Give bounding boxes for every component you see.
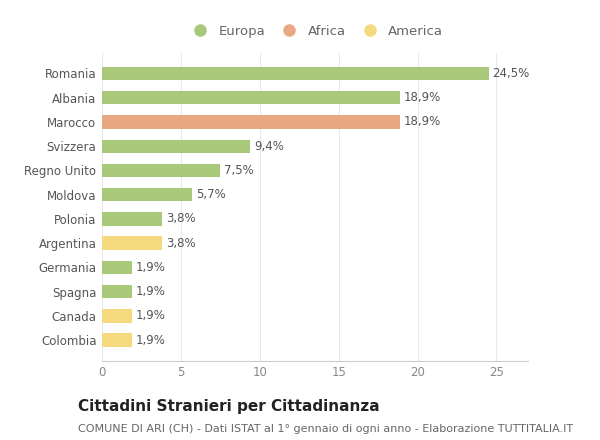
- Bar: [102, 188, 192, 202]
- Bar: [102, 285, 132, 298]
- Text: 1,9%: 1,9%: [136, 334, 166, 347]
- Bar: [102, 334, 132, 347]
- Text: 3,8%: 3,8%: [166, 213, 196, 225]
- Bar: [102, 91, 400, 104]
- Text: 7,5%: 7,5%: [224, 164, 254, 177]
- Bar: [102, 212, 162, 226]
- Text: 5,7%: 5,7%: [196, 188, 226, 201]
- Bar: [102, 139, 250, 153]
- Text: 3,8%: 3,8%: [166, 237, 196, 249]
- Legend: Europa, Africa, America: Europa, Africa, America: [184, 22, 446, 41]
- Text: 1,9%: 1,9%: [136, 261, 166, 274]
- Text: COMUNE DI ARI (CH) - Dati ISTAT al 1° gennaio di ogni anno - Elaborazione TUTTIT: COMUNE DI ARI (CH) - Dati ISTAT al 1° ge…: [78, 424, 573, 434]
- Text: 18,9%: 18,9%: [404, 91, 442, 104]
- Text: 18,9%: 18,9%: [404, 115, 442, 128]
- Bar: [102, 236, 162, 250]
- Bar: [102, 309, 132, 323]
- Bar: [102, 115, 400, 128]
- Bar: [102, 164, 220, 177]
- Text: Cittadini Stranieri per Cittadinanza: Cittadini Stranieri per Cittadinanza: [78, 400, 380, 414]
- Bar: [102, 261, 132, 274]
- Text: 1,9%: 1,9%: [136, 285, 166, 298]
- Text: 24,5%: 24,5%: [493, 67, 530, 80]
- Text: 1,9%: 1,9%: [136, 309, 166, 323]
- Text: 9,4%: 9,4%: [254, 139, 284, 153]
- Bar: [102, 67, 488, 80]
